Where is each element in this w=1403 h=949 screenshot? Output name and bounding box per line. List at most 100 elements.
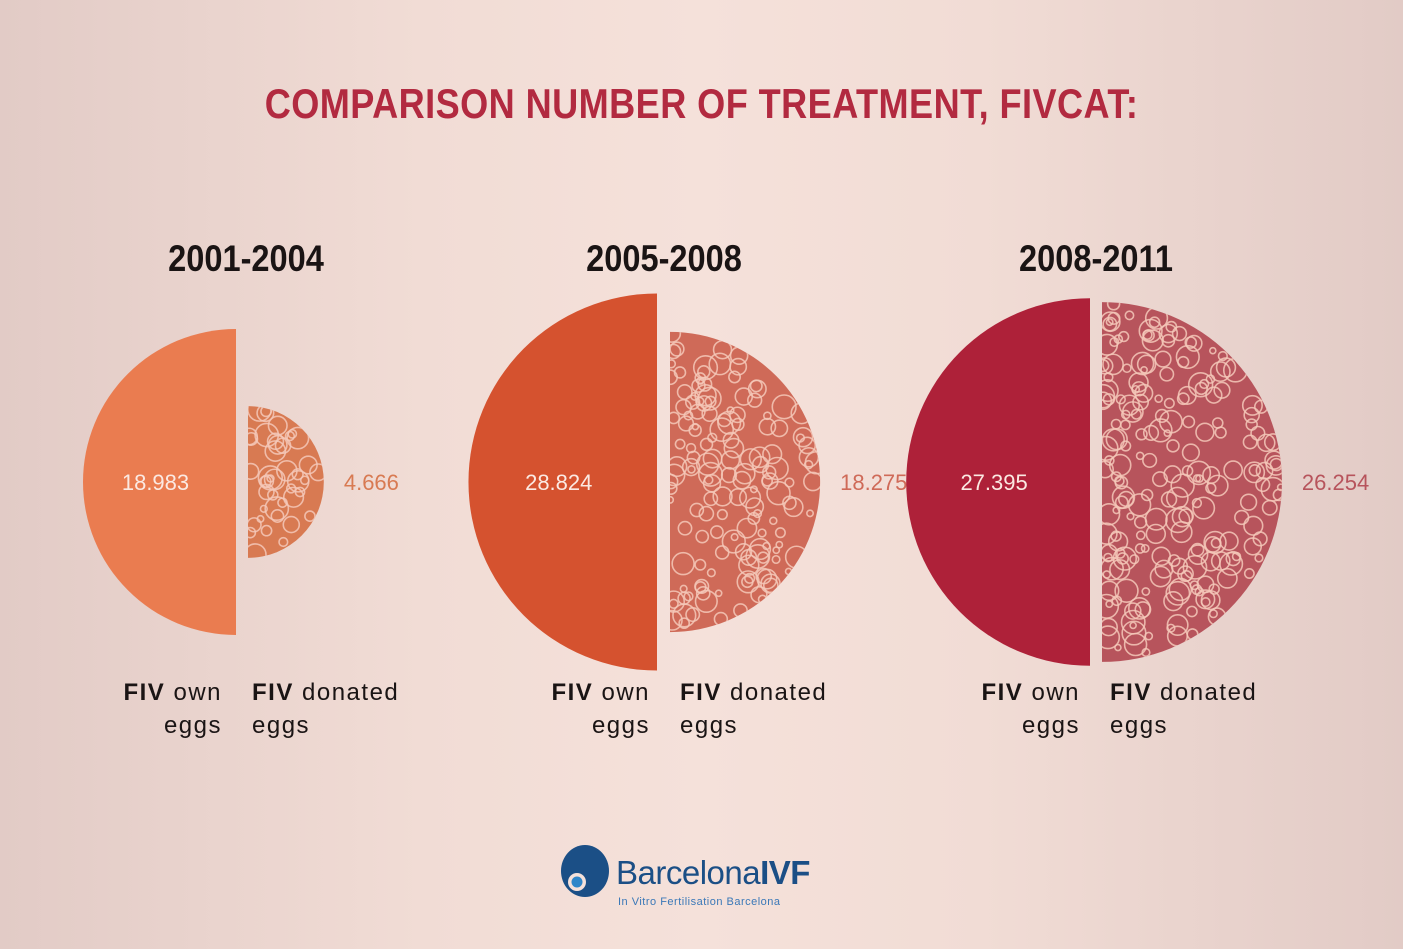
bubble bbox=[1102, 378, 1119, 403]
bubble bbox=[1154, 559, 1174, 579]
bubble bbox=[714, 545, 730, 560]
bubble bbox=[674, 438, 686, 450]
bubble bbox=[1171, 325, 1188, 342]
legend-donated-word: donated bbox=[730, 679, 828, 706]
legend-own-eggs-2: FIV own eggs bbox=[551, 676, 650, 742]
bubble bbox=[1107, 531, 1129, 552]
bubble bbox=[1261, 499, 1278, 516]
bubble bbox=[1245, 418, 1258, 431]
bubble bbox=[734, 542, 753, 561]
bubble bbox=[709, 417, 735, 442]
bubble bbox=[1163, 590, 1184, 612]
bubble bbox=[1187, 544, 1209, 565]
bubble bbox=[1252, 531, 1268, 547]
bubble bbox=[1185, 334, 1203, 352]
bubble bbox=[761, 472, 779, 490]
bubble bbox=[1112, 546, 1138, 571]
bubble bbox=[1140, 488, 1154, 502]
bubble bbox=[1195, 474, 1204, 483]
legend-donated-bold: FIV bbox=[1110, 679, 1152, 706]
legend-own-word: own bbox=[1031, 679, 1080, 706]
bubble bbox=[726, 406, 735, 415]
bubble bbox=[1114, 643, 1122, 652]
bubble bbox=[1102, 502, 1121, 526]
legend-own-word: own bbox=[601, 679, 650, 706]
bubble bbox=[1205, 482, 1217, 494]
bubble bbox=[1254, 553, 1264, 563]
bubble bbox=[716, 508, 728, 521]
bubble bbox=[769, 516, 778, 526]
bubble bbox=[670, 456, 688, 478]
bubble bbox=[1190, 542, 1205, 557]
bubble bbox=[1158, 409, 1183, 434]
bubble bbox=[690, 391, 700, 401]
bubble bbox=[707, 432, 718, 443]
bubble bbox=[304, 510, 316, 523]
bubble bbox=[1194, 586, 1205, 597]
bubble bbox=[1272, 488, 1282, 502]
bubble bbox=[722, 431, 740, 449]
bubble bbox=[740, 548, 758, 566]
bubble bbox=[1102, 353, 1124, 376]
bubble bbox=[1216, 567, 1238, 589]
barcelona-ivf-logo: BarcelonaIVF In Vitro Fertilisation Barc… bbox=[560, 842, 860, 912]
bubble bbox=[670, 343, 682, 360]
bubble bbox=[248, 526, 257, 539]
bubble bbox=[1102, 543, 1118, 562]
bubble bbox=[703, 475, 714, 485]
bubble bbox=[702, 474, 722, 493]
bubble bbox=[1191, 497, 1203, 509]
bubble bbox=[747, 392, 763, 408]
bubble bbox=[683, 591, 694, 602]
bubble bbox=[1177, 565, 1194, 583]
bubble bbox=[1121, 620, 1147, 646]
bubble bbox=[1206, 474, 1229, 497]
logo-egg-icon bbox=[561, 845, 609, 897]
bubble bbox=[1243, 568, 1255, 579]
bubble bbox=[760, 573, 781, 594]
bubble bbox=[1102, 522, 1118, 545]
value-label-donated-3: 26.254 bbox=[1302, 470, 1369, 495]
bubble bbox=[256, 514, 265, 523]
bubble bbox=[670, 463, 686, 487]
bubble bbox=[729, 406, 746, 424]
legend-donated-word: donated bbox=[1160, 679, 1258, 706]
bubble bbox=[1141, 647, 1151, 658]
bubble bbox=[1239, 493, 1258, 511]
bubble bbox=[670, 369, 678, 386]
bubble bbox=[1165, 507, 1191, 534]
bubble bbox=[748, 537, 772, 561]
value-label-donated-2: 18.275 bbox=[840, 470, 907, 495]
bubble bbox=[1120, 440, 1132, 452]
bubble bbox=[264, 440, 287, 462]
bubble bbox=[263, 468, 286, 491]
bubble bbox=[1124, 602, 1142, 620]
bubble bbox=[752, 508, 763, 519]
bubble bbox=[738, 486, 762, 509]
bubble bbox=[1223, 460, 1244, 481]
bubble bbox=[1102, 358, 1110, 373]
bubble bbox=[1182, 415, 1196, 429]
bubble bbox=[1114, 578, 1139, 603]
bubble bbox=[1105, 318, 1114, 327]
bubble bbox=[264, 496, 290, 521]
bubble bbox=[1168, 577, 1193, 602]
bubble bbox=[1200, 597, 1211, 608]
bubble bbox=[291, 468, 304, 481]
bubble bbox=[1166, 623, 1176, 633]
bubble bbox=[688, 423, 702, 437]
bubble bbox=[309, 463, 324, 482]
bubble bbox=[762, 541, 771, 551]
bubble bbox=[771, 554, 781, 565]
bubble bbox=[1199, 378, 1210, 390]
bubble bbox=[803, 459, 814, 470]
bubble bbox=[256, 406, 275, 423]
bubble bbox=[1154, 408, 1170, 424]
bubble bbox=[774, 527, 786, 539]
bubble bbox=[1142, 424, 1160, 441]
bubble bbox=[792, 426, 814, 448]
bubble bbox=[298, 455, 318, 475]
bubble bbox=[1102, 435, 1119, 461]
bubble bbox=[695, 585, 711, 601]
